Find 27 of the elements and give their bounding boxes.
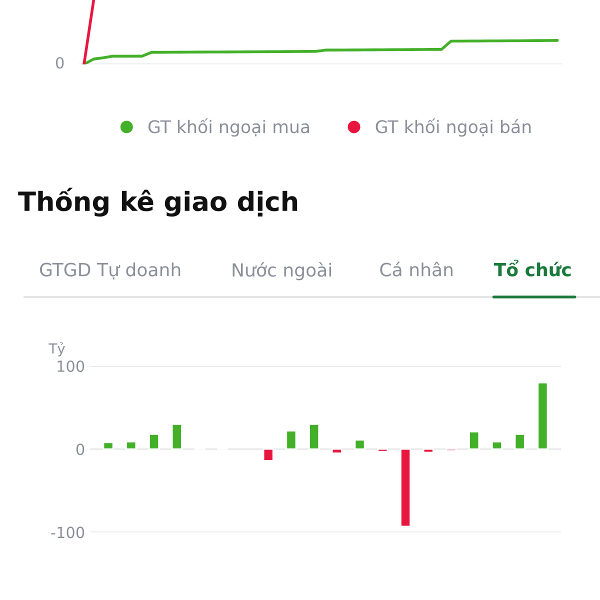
y-tick-label: -100: [51, 526, 84, 538]
bar: [308, 423, 320, 450]
bar: [126, 440, 137, 450]
legend-label: GT khối ngoại bán: [376, 118, 531, 137]
bar: [491, 440, 502, 450]
bar: [400, 448, 412, 528]
bar: [286, 430, 297, 450]
bar: [331, 448, 342, 454]
legend-label: GT khối ngoại mua: [148, 118, 310, 137]
bar: [514, 433, 526, 450]
chart-title: Thống kê giao dịch: [18, 188, 298, 217]
bar: [148, 433, 160, 450]
bar: [262, 448, 274, 462]
text: Cá nhân: [380, 262, 452, 276]
bar: [422, 448, 434, 454]
bar: [102, 442, 114, 450]
y-axis-title: Tỷ: [48, 342, 65, 356]
text: GTGD Tự doanh: [40, 262, 180, 280]
text: Tổ chức: [494, 260, 571, 276]
bar: [537, 382, 548, 450]
text: Nước ngoài: [232, 262, 331, 280]
bar: [171, 423, 182, 450]
y-tick-label: 100: [58, 360, 84, 372]
bar: [354, 439, 366, 450]
y-tick-label: 0: [76, 444, 84, 456]
bar: [377, 448, 388, 452]
bar: [468, 430, 480, 450]
